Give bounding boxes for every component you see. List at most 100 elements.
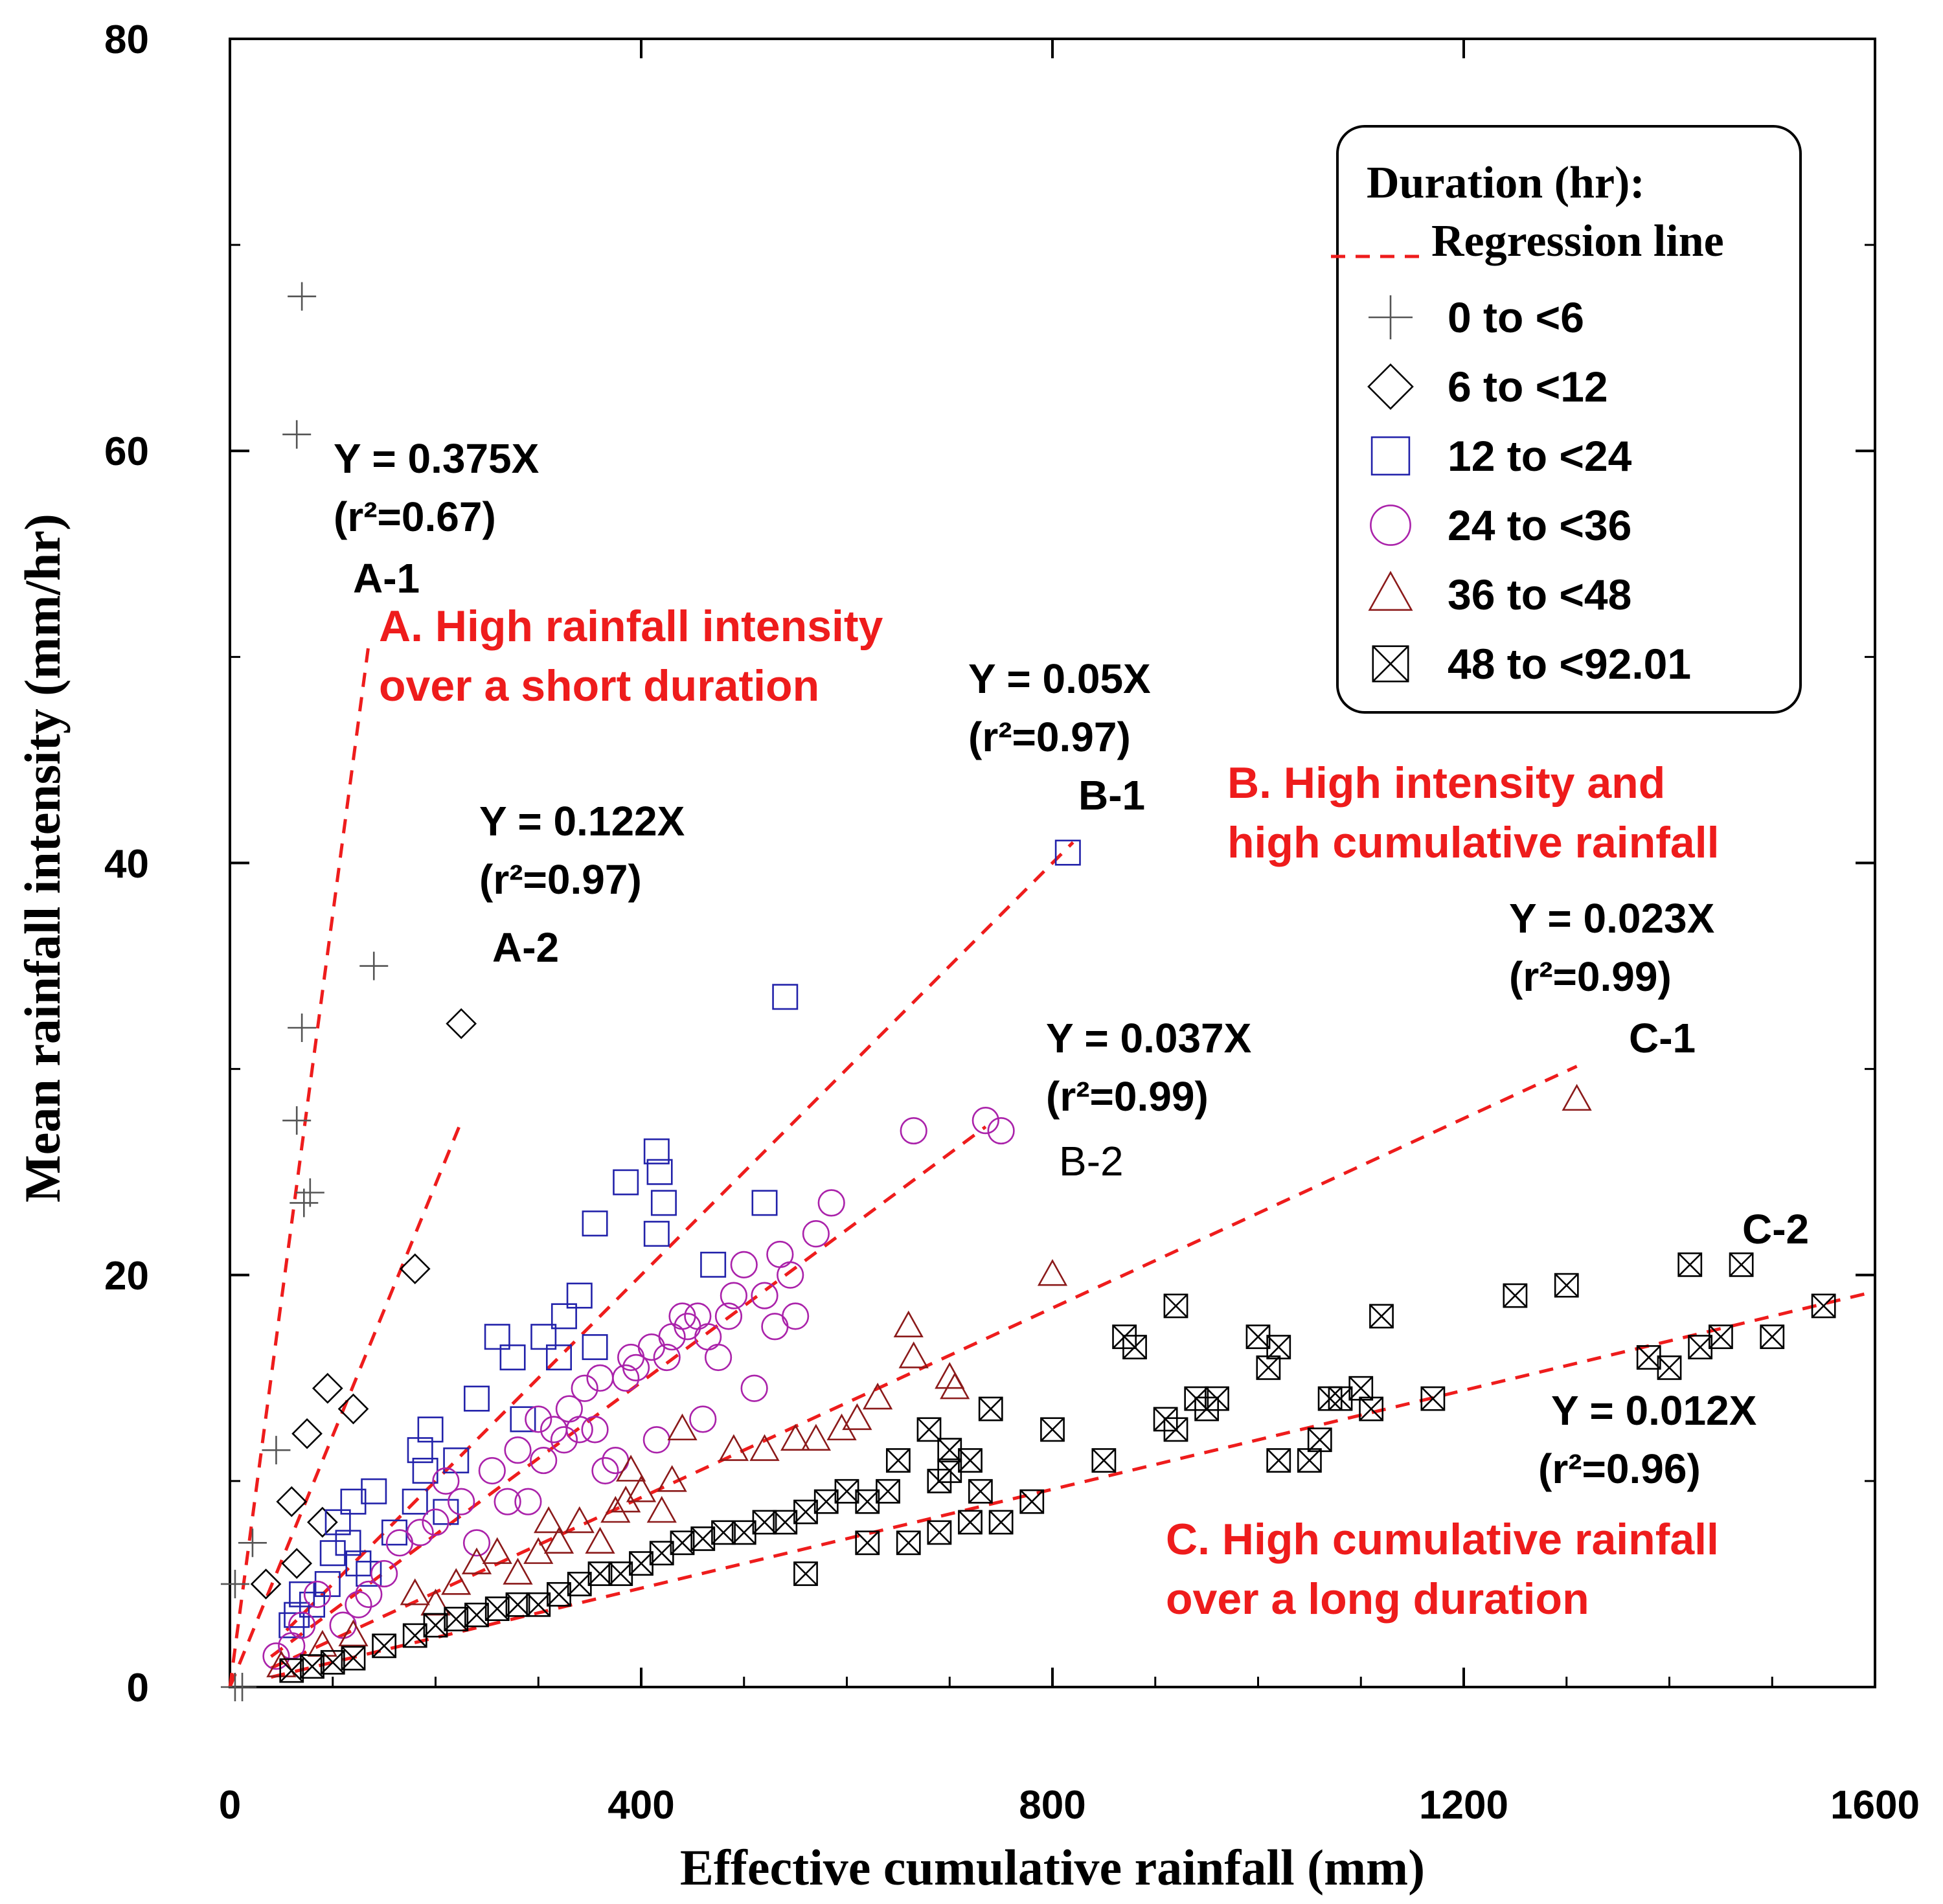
point-plus: [359, 951, 389, 980]
point-box-x: [1163, 1417, 1188, 1442]
point-circle: [802, 1220, 830, 1248]
point-box-x: [731, 1520, 756, 1545]
legend-label-48-92: 48 to <92.01: [1448, 640, 1691, 688]
point-box-x: [1554, 1273, 1579, 1298]
point-box-x: [855, 1530, 880, 1556]
point-plus: [238, 1528, 267, 1558]
point-triangle: [543, 1526, 574, 1554]
point-box-x: [1297, 1448, 1322, 1473]
point-diamond: [307, 1506, 338, 1538]
legend-box: [1336, 125, 1802, 714]
point-box-x: [1256, 1355, 1281, 1380]
y-tick-label: 60: [104, 429, 149, 474]
x-tick-label: 800: [1019, 1783, 1085, 1828]
point-triangle: [626, 1475, 657, 1502]
point-triangle: [1562, 1083, 1592, 1111]
point-square: [650, 1190, 677, 1216]
point-box-x: [1657, 1355, 1682, 1380]
point-square: [324, 1509, 351, 1536]
point-diamond: [250, 1569, 282, 1600]
equation-annotations: Y = 0.375X (r²=0.67) A-1 Y = 0.122X (r²=…: [334, 435, 1809, 1492]
point-square: [335, 1530, 361, 1556]
point-plus: [220, 1569, 249, 1598]
point-square: [646, 1159, 673, 1185]
point-circle: [525, 1405, 552, 1433]
r2-c1: (r²=0.99): [1509, 953, 1672, 1000]
point-box-x: [423, 1613, 448, 1638]
r2-b2: (r²=0.99): [1046, 1073, 1209, 1120]
legend-label-0-6: 0 to <6: [1448, 293, 1584, 341]
point-square: [700, 1251, 727, 1278]
point-diamond: [312, 1372, 343, 1404]
point-box-x: [1205, 1386, 1229, 1411]
legend-regression-label: Regression line: [1431, 216, 1724, 266]
point-square: [340, 1488, 367, 1515]
legend-markers: [1367, 295, 1414, 683]
label-a1: A-1: [353, 555, 420, 602]
data-points: [220, 282, 1836, 1701]
point-diamond: [276, 1486, 308, 1517]
point-circle: [591, 1456, 619, 1485]
y-tick-labels: 0 20 40 60 80: [104, 17, 149, 1710]
point-box-x: [1636, 1345, 1661, 1370]
point-box-x: [567, 1572, 592, 1596]
point-circle: [751, 1282, 778, 1309]
point-square: [1054, 839, 1081, 866]
point-circle: [550, 1426, 578, 1454]
point-plus: [288, 282, 317, 311]
point-triangle: [441, 1568, 472, 1595]
y-axis-title: Mean rainfall intensity (mm/hr): [14, 514, 71, 1203]
point-circle: [971, 1107, 999, 1135]
point-circle: [422, 1508, 449, 1536]
point-square: [484, 1324, 510, 1350]
region-b-line2: high cumulative rainfall: [1227, 818, 1720, 867]
point-box-x: [958, 1510, 983, 1535]
point-circle: [782, 1302, 810, 1330]
point-box-x: [1091, 1448, 1117, 1473]
point-circle: [761, 1313, 789, 1341]
point-box-x: [649, 1541, 674, 1566]
equation-b1: Y = 0.05X: [968, 655, 1151, 702]
point-square: [417, 1416, 444, 1443]
point-circle: [530, 1446, 558, 1475]
point-box-x: [1420, 1386, 1446, 1411]
point-plus: [228, 1673, 257, 1701]
point-box-x: [876, 1479, 900, 1504]
r2-a1: (r²=0.67): [334, 493, 496, 540]
point-triangle: [667, 1413, 698, 1441]
point-box-x: [937, 1458, 962, 1483]
point-square: [319, 1540, 346, 1567]
point-box-x: [1245, 1324, 1271, 1350]
point-box-x: [711, 1520, 736, 1545]
point-box-x: [978, 1396, 1003, 1422]
point-box-x: [1266, 1335, 1291, 1359]
point-circle: [385, 1529, 414, 1557]
point-circle: [370, 1559, 398, 1588]
point-circle: [504, 1436, 532, 1464]
region-annotations: A. High rainfall intensity over a short …: [379, 602, 1720, 1624]
point-triangle: [780, 1423, 811, 1451]
point-box-x: [793, 1499, 818, 1524]
point-diamond: [291, 1418, 323, 1449]
point-plus: [1369, 295, 1413, 339]
point-box-x: [547, 1581, 571, 1607]
point-square: [510, 1406, 536, 1433]
point-triangle: [585, 1526, 615, 1554]
point-box-x: [320, 1649, 345, 1675]
label-c1: C-1: [1629, 1015, 1696, 1061]
point-circle: [694, 1323, 722, 1351]
point-plus: [295, 1178, 324, 1207]
point-box-x: [752, 1510, 777, 1535]
r2-c2: (r²=0.96): [1538, 1445, 1701, 1492]
point-box-x: [402, 1623, 427, 1648]
point-triangle: [266, 1650, 297, 1677]
y-tick-label: 40: [104, 842, 149, 887]
point-box-x: [793, 1561, 818, 1586]
point-box-x: [1811, 1293, 1836, 1319]
point-square: [345, 1550, 372, 1577]
region-a-line1: A. High rainfall intensity: [379, 602, 883, 651]
point-square: [772, 984, 799, 1010]
point-circle: [432, 1467, 460, 1495]
point-triangle: [523, 1537, 554, 1564]
